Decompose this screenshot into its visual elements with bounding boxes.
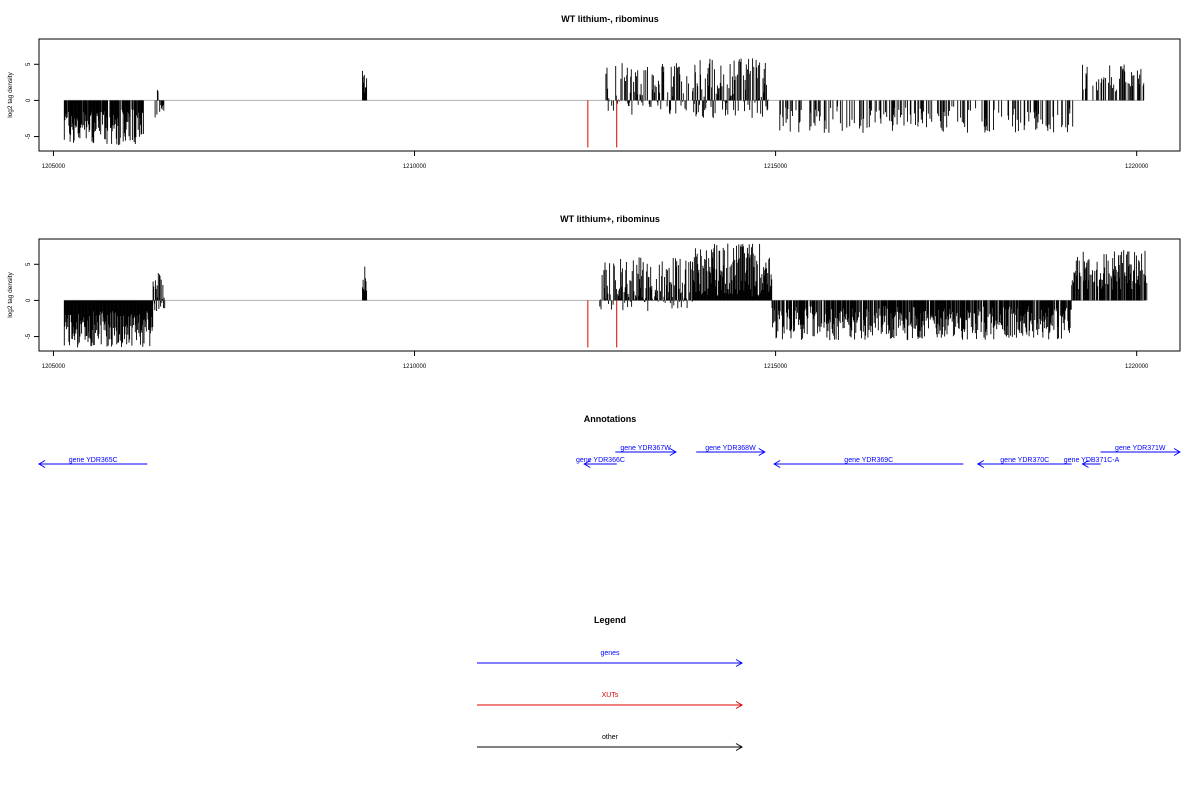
x-tick-label: 1210000 — [403, 164, 427, 170]
y-tick-label: 0 — [26, 98, 32, 102]
gene-annotation: gene YDR370C — [976, 457, 1072, 468]
legend-arrow-head — [735, 743, 743, 751]
density-bars — [63, 243, 1148, 348]
gene-annotation: gene YDR366C — [576, 457, 625, 468]
gene-label: gene YDR370C — [1000, 457, 1049, 464]
legend-label: XUTs — [602, 692, 619, 699]
x-tick-label: 1220000 — [1125, 164, 1149, 170]
gene-annotation: gene YDR368W — [696, 445, 766, 456]
gene-arrows: gene YDR365C gene YDR366C gene YDR367W gene… — [38, 445, 1181, 468]
legend-arrow-head — [735, 659, 743, 667]
gene-arrow-head — [758, 448, 766, 456]
gene-label: gene YDR365C — [69, 457, 118, 464]
gene-arrow-head — [773, 460, 781, 468]
x-tick-label: 1215000 — [764, 364, 788, 370]
gene-arrow-head — [669, 448, 677, 456]
annotations-title: Annotations — [584, 414, 637, 424]
y-tick-label: -5 — [26, 133, 32, 139]
panel-lithium-plus: WT lithium+, ribominus log2 tag density … — [7, 214, 1181, 370]
gene-annotation: gene YDR369C — [773, 457, 964, 468]
gene-arrow-head — [976, 460, 985, 468]
x-tick-label: 1205000 — [42, 164, 66, 170]
axis-ticks: 1205000 1210000 1215000 1220000 -5 0 5 — [26, 62, 1149, 170]
gene-arrow-head — [1081, 460, 1089, 468]
legend-item: XUTs — [477, 692, 743, 709]
legend-item: other — [477, 734, 743, 751]
gene-annotation: gene YDR371W — [1100, 445, 1181, 456]
y-tick-label: -5 — [26, 333, 32, 339]
panel-lithium-minus: WT lithium-, ribominus log2 tag density … — [7, 14, 1181, 170]
legend-label: other — [602, 734, 619, 741]
gene-annotation: gene YDR367W — [615, 445, 677, 456]
y-tick-label: 5 — [26, 62, 32, 66]
gene-label: gene YDR366C — [576, 457, 625, 464]
gene-label: gene YDR371W — [1115, 445, 1166, 452]
legend-items: genes XUTs other — [477, 650, 743, 751]
gene-arrow-head — [1173, 448, 1181, 456]
x-tick-label: 1220000 — [1125, 364, 1149, 370]
gene-label: gene YDR369C — [844, 457, 893, 464]
gene-annotation: gene YDB371C-A — [1064, 457, 1120, 468]
y-tick-label: 5 — [26, 262, 32, 266]
x-tick-label: 1205000 — [42, 364, 66, 370]
gene-label: gene YDR367W — [620, 445, 671, 452]
x-tick-label: 1215000 — [764, 164, 788, 170]
x-tick-label: 1210000 — [403, 364, 427, 370]
legend-title: Legend — [594, 615, 626, 625]
plot-frame — [38, 38, 1181, 152]
annotations-panel: Annotations gene YDR365C gene YDR366Cgene… — [38, 414, 1181, 468]
density-bars — [63, 58, 1145, 148]
gene-label: gene YDB371C-A — [1064, 457, 1120, 464]
plot-frame — [38, 238, 1181, 352]
panel-title: WT lithium+, ribominus — [560, 214, 660, 224]
y-tick-label: 0 — [26, 298, 32, 302]
legend-panel: Legend genes XUTs other — [477, 615, 743, 751]
gene-arrow-head — [38, 460, 46, 468]
legend-label: genes — [600, 650, 620, 657]
panel-title: WT lithium-, ribominus — [561, 14, 659, 24]
y-axis-label: log2 tag density — [7, 271, 14, 317]
gene-arrow-head — [583, 460, 591, 468]
y-axis-label: log2 tag density — [7, 71, 14, 117]
legend-item: genes — [477, 650, 743, 667]
axis-ticks: 1205000 1210000 1215000 1220000 -5 0 5 — [26, 262, 1149, 370]
gene-label: gene YDR368W — [705, 445, 756, 452]
legend-arrow-head — [735, 701, 743, 709]
gene-annotation: gene YDR365C — [38, 457, 148, 468]
